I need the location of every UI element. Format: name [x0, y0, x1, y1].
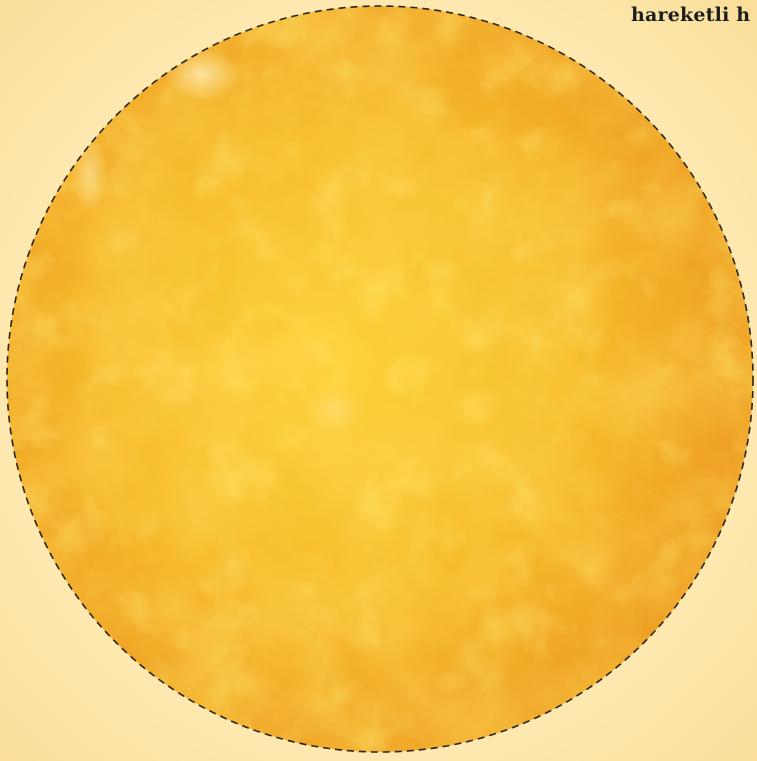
sun-cutout — [4, 2, 756, 756]
sun-circle-graphic — [6, 5, 754, 753]
glare-spot — [164, 48, 240, 100]
glare-spot — [72, 136, 108, 212]
glare-spot — [304, 386, 364, 434]
caption-text: hareketli h — [631, 4, 751, 26]
cut-line-outline — [6, 5, 754, 753]
